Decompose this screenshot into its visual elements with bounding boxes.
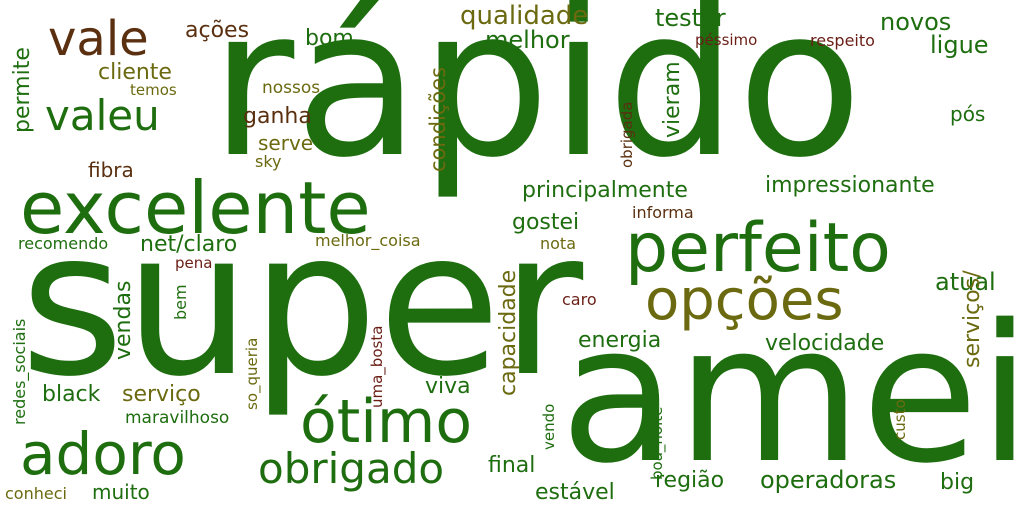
word-impressionante: impressionante — [765, 173, 935, 198]
word-sky: sky — [255, 152, 282, 171]
word-novos: novos — [880, 8, 952, 36]
word-temos: temos — [130, 81, 177, 99]
word-caro: caro — [562, 290, 597, 309]
word-recomendo: recomendo — [18, 234, 109, 253]
word-valeu: valeu — [45, 91, 160, 140]
word-serve: serve — [258, 131, 314, 155]
word-operadoras: operadoras — [760, 466, 897, 494]
word-ligue: ligue — [930, 31, 989, 59]
word-qualidade: qualidade — [460, 1, 589, 31]
word-pessimo: péssimo — [695, 31, 758, 49]
word-obrigado: obrigado — [258, 444, 445, 493]
word-velocidade: velocidade — [765, 331, 885, 356]
word-condicoes: condições — [426, 66, 450, 172]
word-melhor: melhor — [485, 26, 570, 54]
word-estavel: estável — [535, 480, 615, 505]
word-principalmente: principalmente — [522, 178, 688, 203]
word-ganha: ganha — [243, 104, 312, 129]
word-pos: pós — [950, 102, 986, 126]
word-bom: bom — [305, 26, 354, 51]
word-amei: amei — [560, 284, 1024, 505]
word-redes-sociais: redes_sociais — [10, 318, 29, 425]
word-big: big — [940, 470, 975, 495]
word-respeito: respeito — [810, 31, 875, 50]
word-adoro: adoro — [20, 420, 186, 488]
word-pena: pena — [175, 254, 213, 272]
word-uma-bosta: uma_bosta — [368, 325, 386, 408]
word-vale: vale — [48, 11, 149, 67]
word-fibra: fibra — [88, 158, 134, 182]
word-energia: energia — [578, 328, 662, 353]
word-final: final — [488, 453, 536, 478]
word-bem: bem — [171, 284, 190, 320]
word-maravilhoso: maravilhoso — [125, 408, 230, 428]
word-capacidade: capacidade — [496, 269, 521, 396]
word-opcoes: opções — [645, 268, 844, 333]
word-super: super — [20, 188, 584, 421]
word-testar: testar — [655, 4, 726, 32]
word-custo: custo — [891, 399, 909, 440]
word-regiao: região — [655, 468, 725, 493]
word-so-queria: so_queria — [243, 337, 261, 410]
word-netclaro: net/claro — [140, 232, 238, 257]
word-vendas: vendas — [111, 280, 136, 360]
word-gostei: gostei — [512, 210, 580, 235]
word-melhor-coisa: melhor_coisa — [315, 231, 421, 250]
word-vieram: vieram — [660, 61, 685, 138]
word-nota: nota — [540, 234, 577, 253]
word-acoes: ações — [185, 18, 250, 43]
word-conheci: conheci — [5, 484, 67, 503]
word-nossos: nossos — [262, 78, 321, 98]
word-muito: muito — [92, 480, 150, 504]
word-servicos-slash: serviços/ — [960, 270, 985, 368]
word-informa: informa — [632, 203, 694, 222]
word-permite: permite — [10, 47, 35, 133]
word-rapido: rápido — [210, 0, 863, 203]
word-atual: atual — [935, 268, 996, 296]
word-vendo: vendo — [540, 403, 558, 450]
word-viva: viva — [425, 374, 471, 399]
word-excelente: excelente — [20, 166, 371, 250]
word-black: black — [42, 382, 101, 407]
word-otimo: ótimo — [300, 387, 473, 457]
word-obrigada: obrigada — [618, 101, 636, 168]
word-cliente: cliente — [98, 60, 172, 85]
word-servico: serviço — [122, 382, 201, 407]
word-perfeito: perfeito — [625, 209, 891, 288]
